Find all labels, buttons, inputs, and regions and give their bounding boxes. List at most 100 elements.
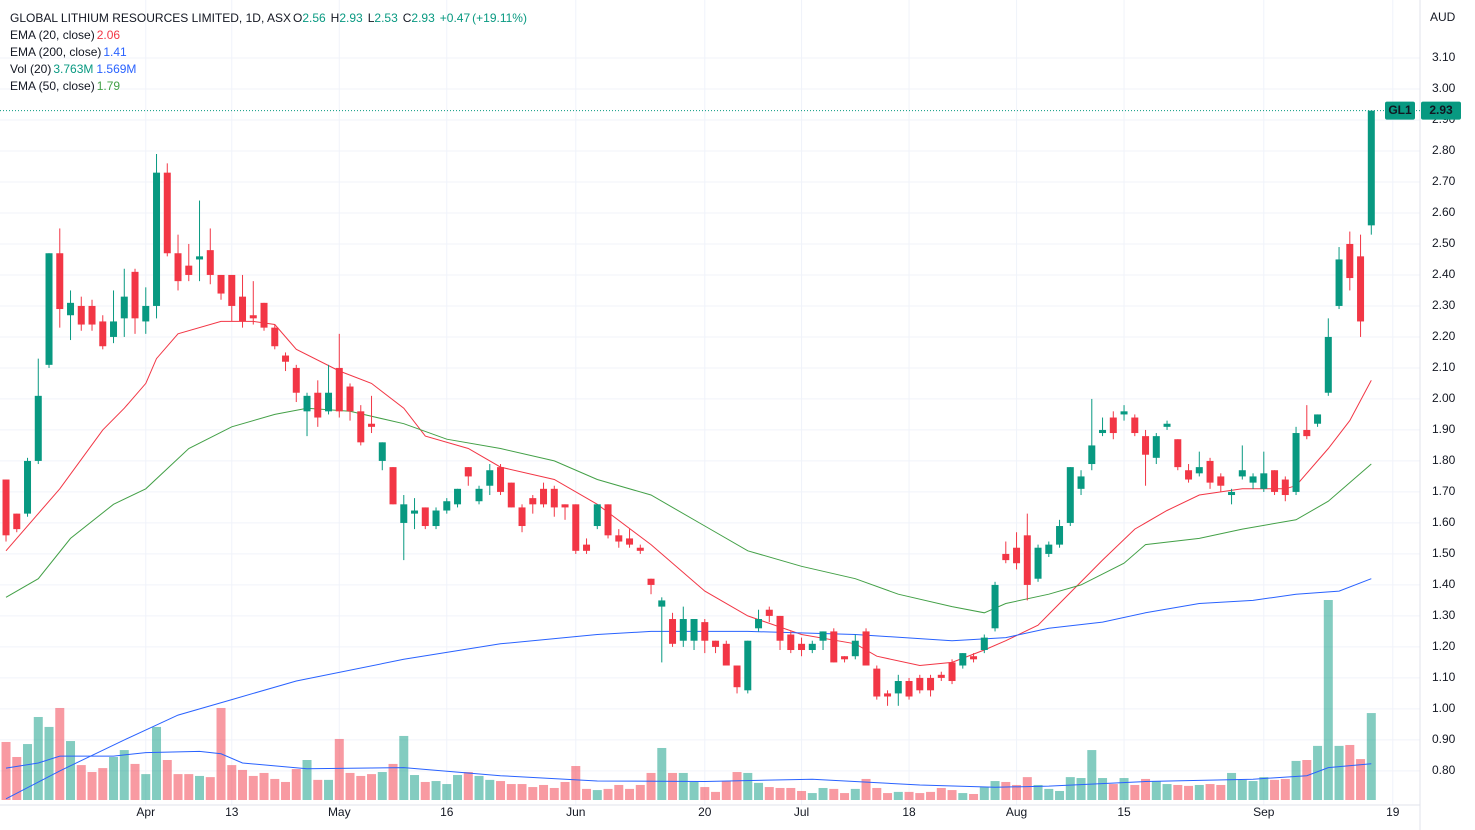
volume-bar	[668, 772, 678, 800]
grid	[0, 0, 1420, 805]
candle-body	[529, 498, 537, 505]
volume-bar	[388, 763, 398, 800]
volume-bar	[324, 779, 334, 800]
candle-body	[34, 395, 42, 461]
change: +0.47	[439, 11, 471, 25]
candle-body	[937, 674, 945, 678]
volume-bar	[1216, 784, 1226, 800]
y-tick-label: 1.00	[1432, 701, 1456, 715]
candle-body	[830, 631, 838, 663]
volume-bar	[1248, 781, 1258, 800]
candle-body	[1303, 429, 1311, 437]
volume-bar	[1366, 713, 1376, 800]
candle-body	[13, 513, 21, 530]
change-pct: (+19.11%)	[472, 11, 527, 25]
candle-body	[593, 504, 601, 527]
volume-bar	[1205, 784, 1215, 800]
candle-body	[991, 584, 999, 629]
candle-body	[1045, 544, 1053, 554]
candle-body	[67, 302, 75, 316]
ema-line	[5, 320, 1372, 667]
candle-body	[787, 634, 795, 651]
y-tick-label: 0.80	[1432, 763, 1456, 777]
volume-bar	[1237, 779, 1247, 800]
candle-body	[916, 677, 924, 691]
volume-bar	[840, 793, 850, 800]
legend-name: EMA (50, close)	[10, 79, 95, 93]
y-tick-label: 1.20	[1432, 639, 1456, 653]
legend-row: EMA (200, close) 1.41	[10, 44, 529, 61]
volume-bar	[1022, 777, 1032, 800]
candle-body	[561, 504, 569, 508]
volume-bar	[689, 781, 699, 800]
volume-bar	[1194, 784, 1204, 800]
candle-body	[755, 619, 763, 629]
candle-body	[819, 631, 827, 641]
candle-body	[626, 538, 634, 545]
candle-body	[400, 504, 408, 523]
price-tag-label: 2.93	[1429, 103, 1453, 117]
legend-value: 2.06	[96, 28, 121, 42]
y-tick-label: 2.70	[1432, 174, 1456, 188]
volume-bar	[657, 747, 667, 800]
candle-body	[1120, 411, 1128, 415]
volume-bar	[195, 775, 205, 800]
ema-line	[5, 407, 1372, 614]
volume-bar	[625, 788, 635, 800]
candle-body	[1023, 535, 1031, 585]
y-tick-label: 0.90	[1432, 732, 1456, 746]
candle-body	[1066, 467, 1074, 523]
quote-key: H	[330, 11, 340, 25]
candle-body	[153, 172, 161, 306]
candle-body	[669, 619, 677, 644]
candle-body	[970, 656, 978, 660]
volume-bar	[958, 793, 968, 800]
volume-bar	[302, 760, 312, 800]
y-tick-label: 2.80	[1432, 143, 1456, 157]
x-tick-label: Aug	[1006, 805, 1027, 819]
candle-body	[1206, 460, 1214, 483]
candle-body	[1142, 436, 1150, 455]
volume-bar	[1087, 750, 1097, 800]
candle-body	[1292, 433, 1300, 492]
x-tick-label: Jul	[794, 805, 809, 819]
candle-body	[249, 315, 257, 319]
volume-bar	[109, 756, 119, 800]
candle-body	[56, 253, 64, 310]
volume-bar	[162, 760, 172, 800]
quote-key: C	[402, 11, 412, 25]
candle-body	[1163, 423, 1171, 427]
volume-bar	[205, 777, 215, 800]
candle-body	[1152, 436, 1160, 458]
candle-body	[765, 609, 773, 616]
candle-body	[1335, 259, 1343, 306]
candle-body	[905, 681, 913, 697]
legend-row: EMA (50, close) 1.79	[10, 78, 529, 95]
candle-body	[454, 488, 462, 505]
candle-body	[1324, 336, 1332, 393]
candle-body	[572, 504, 580, 551]
candle-body	[851, 640, 859, 657]
volume-bar	[173, 774, 183, 800]
volume-bar	[721, 781, 731, 800]
candle-body	[99, 321, 107, 347]
candle-body	[303, 395, 311, 412]
quote-key: L	[367, 11, 375, 25]
candle-body	[1013, 547, 1021, 564]
volume-ma-line	[5, 750, 1372, 788]
currency-bg	[1421, 8, 1475, 34]
candle-body	[1195, 467, 1203, 474]
candle-body	[77, 305, 85, 325]
volume-bar	[1, 741, 11, 800]
y-tick-label: 2.20	[1432, 329, 1456, 343]
candle-body	[443, 501, 451, 511]
candle-body	[228, 274, 236, 306]
candle-body	[884, 693, 892, 697]
volume-bar	[1356, 759, 1366, 800]
quote-value: 2.56	[302, 11, 326, 25]
volume-bar	[377, 772, 387, 800]
candle-body	[357, 411, 365, 443]
volume-bar	[700, 787, 710, 800]
candle-body	[798, 643, 806, 651]
